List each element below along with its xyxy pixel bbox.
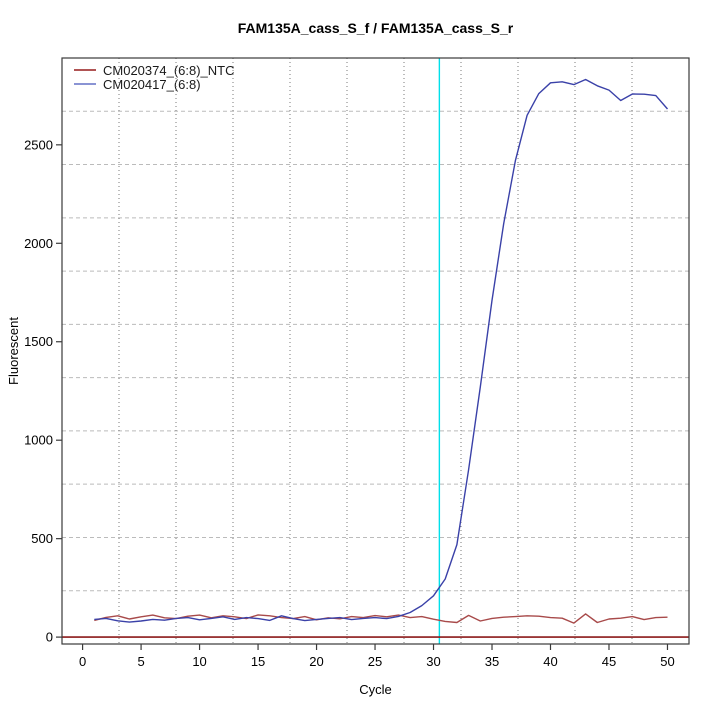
x-tick-label: 50 <box>660 654 674 669</box>
y-tick-label: 1000 <box>24 433 53 448</box>
legend-label: CM020417_(6:8) <box>103 76 201 92</box>
legend-line-swatch <box>74 69 96 71</box>
x-tick-label: 30 <box>426 654 440 669</box>
y-tick-label: 0 <box>46 630 53 645</box>
y-tick-label: 2500 <box>24 137 53 152</box>
x-tick-label: 25 <box>368 654 382 669</box>
x-tick-label: 0 <box>79 654 86 669</box>
legend-item: CM020374_(6:8)_NTC <box>74 62 235 78</box>
legend-line-swatch <box>74 83 96 85</box>
x-tick-label: 15 <box>251 654 265 669</box>
series-curve-1 <box>94 78 669 623</box>
x-tick-label: 10 <box>192 654 206 669</box>
legend-item: CM020417_(6:8) <box>74 76 235 92</box>
x-tick-label: 5 <box>137 654 144 669</box>
chart-title: FAM135A_cass_S_f / FAM135A_cass_S_r <box>237 20 514 36</box>
x-tick-label: 40 <box>543 654 557 669</box>
x-tick-label: 35 <box>485 654 499 669</box>
series-curve-0 <box>94 613 668 624</box>
y-tick-label: 1500 <box>24 334 53 349</box>
x-tick-label: 20 <box>309 654 323 669</box>
plot-box <box>61 57 690 645</box>
legend-label: CM020374_(6:8)_NTC <box>103 62 235 78</box>
legend: CM020374_(6:8)_NTC CM020417_(6:8) <box>74 62 235 92</box>
y-axis-label: Fluorescent <box>6 317 21 385</box>
y-tick-label: 500 <box>31 531 53 546</box>
x-axis-label: Cycle <box>359 682 392 697</box>
y-tick-label: 2000 <box>24 236 53 251</box>
x-tick-label: 45 <box>602 654 616 669</box>
